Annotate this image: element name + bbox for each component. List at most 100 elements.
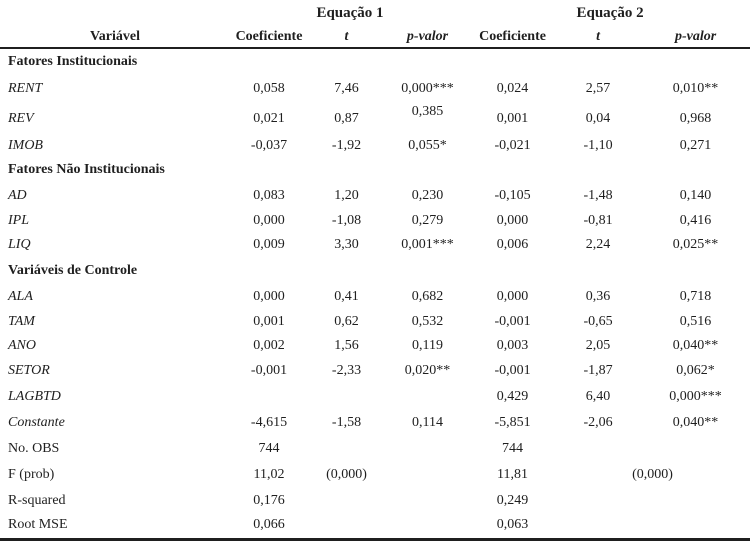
value-cell: 0,000*** xyxy=(401,81,454,96)
row-label: Constante xyxy=(8,415,65,430)
data-row: RENT 0,058 7,46 0,000*** 0,024 2,57 0,010** xyxy=(0,75,750,103)
value-cell: 0,010** xyxy=(672,81,719,96)
value-cell xyxy=(308,488,385,513)
row-label: TAM xyxy=(8,314,35,329)
value-cell: (0,000) xyxy=(326,467,367,482)
value-cell: -1,87 xyxy=(583,362,613,378)
value-cell: 0,385 xyxy=(411,104,444,119)
value-cell: 0,682 xyxy=(411,289,444,304)
equation-2-header: Equação 2 xyxy=(576,4,644,21)
value-cell: 0,279 xyxy=(411,213,444,228)
value-cell: 0,062* xyxy=(676,362,715,378)
row-label: Root MSE xyxy=(8,517,68,533)
value-cell: 1,20 xyxy=(334,188,359,203)
value-cell xyxy=(308,436,385,462)
value-cell: 2,57 xyxy=(585,81,611,96)
value-cell: 0,532 xyxy=(411,314,444,329)
value-cell: 0,114 xyxy=(412,415,443,430)
value-cell: 0,040** xyxy=(672,338,719,353)
value-cell: -0,001 xyxy=(494,362,531,378)
data-row: LAGBTD 0,429 6,40 0,000*** xyxy=(0,383,750,410)
value-cell xyxy=(555,488,641,513)
row-label: Fatores Não Institucionais xyxy=(8,161,165,177)
value-cell: 0,021 xyxy=(253,111,285,126)
value-cell: 0,176 xyxy=(253,492,285,508)
value-cell: 7,46 xyxy=(334,81,359,96)
row-label: F (prob) xyxy=(8,467,55,482)
value-cell: 0,36 xyxy=(585,289,611,304)
equation-1-header: Equação 1 xyxy=(316,4,384,21)
value-cell: -1,58 xyxy=(331,415,362,430)
value-cell: -0,001 xyxy=(250,362,288,378)
value-cell: -2,33 xyxy=(331,362,362,378)
value-cell: 0,968 xyxy=(679,111,712,126)
summary-row: Root MSE 0,066 0,063 xyxy=(0,513,750,539)
row-label: SETOR xyxy=(8,362,50,378)
value-cell: 0,62 xyxy=(334,314,359,329)
value-cell: -1,08 xyxy=(331,213,362,228)
value-cell: 0,41 xyxy=(334,289,359,304)
value-cell: -1,92 xyxy=(331,137,362,153)
value-cell: 0,002 xyxy=(253,338,285,353)
value-cell: 744 xyxy=(502,441,524,456)
value-cell: 0,416 xyxy=(679,213,712,228)
value-cell: 0,000 xyxy=(253,289,285,304)
data-row: SETOR -0,001 -2,33 0,020** -0,001 -1,87 0,062* xyxy=(0,358,750,383)
column-header-coefficient-eq2: Coeficiente xyxy=(470,26,556,49)
data-row: ANO 0,002 1,56 0,119 0,003 2,05 0,040** xyxy=(0,334,750,358)
data-row: IPL 0,000 -1,08 0,279 0,000 -0,81 0,416 xyxy=(0,209,750,233)
value-cell: 0,249 xyxy=(496,492,529,508)
column-header-variable: Variável xyxy=(0,26,230,49)
row-label: RENT xyxy=(8,81,43,96)
data-row: AD 0,083 1,20 0,230 -0,105 -1,48 0,140 xyxy=(0,183,750,209)
value-cell: 0,003 xyxy=(496,338,529,353)
data-row: LIQ 0,009 3,30 0,001*** 0,006 2,24 0,025** xyxy=(0,233,750,257)
value-cell xyxy=(308,513,385,539)
value-cell: 0,025** xyxy=(672,237,719,252)
value-cell xyxy=(308,383,385,410)
value-cell: 0,020** xyxy=(404,362,451,378)
section-row: Variáveis de Controle xyxy=(0,257,750,284)
value-cell: 2,24 xyxy=(585,237,611,252)
value-cell: 0,119 xyxy=(412,338,443,353)
value-cell: 2,05 xyxy=(585,338,611,353)
value-cell: -0,65 xyxy=(583,314,613,329)
row-label: AD xyxy=(8,188,27,203)
row-label: ANO xyxy=(8,338,36,353)
value-cell: 0,140 xyxy=(679,188,712,203)
row-label: Fatores Institucionais xyxy=(8,54,138,69)
corner-cell xyxy=(0,0,230,26)
value-cell: 0,006 xyxy=(496,237,529,252)
value-cell: 0,040** xyxy=(672,415,719,430)
row-label: LIQ xyxy=(8,237,31,252)
value-cell: 1,56 xyxy=(334,338,359,353)
data-row: TAM 0,001 0,62 0,532 -0,001 -0,65 0,516 xyxy=(0,310,750,334)
summary-row: No. OBS 744 744 xyxy=(0,436,750,462)
value-cell xyxy=(385,513,470,539)
row-label: R-squared xyxy=(8,492,66,508)
value-cell: 0,516 xyxy=(679,314,712,329)
column-header-row: Variável Coeficiente t p-valor Coeficien… xyxy=(0,26,750,49)
section-row: Fatores Institucionais xyxy=(0,48,750,75)
value-cell: 0,001 xyxy=(253,314,285,329)
value-cell xyxy=(385,462,470,488)
value-cell: 0,04 xyxy=(585,111,611,126)
row-label: No. OBS xyxy=(8,441,60,456)
row-label: LAGBTD xyxy=(8,388,61,404)
value-cell: 11,02 xyxy=(253,467,285,482)
section-row: Fatores Não Institucionais xyxy=(0,156,750,183)
value-cell: 0,429 xyxy=(496,388,529,404)
value-cell xyxy=(385,383,470,410)
value-cell: -0,81 xyxy=(583,213,613,228)
data-row: REV 0,021 0,87 0,385 0,001 0,04 0,968 xyxy=(0,103,750,135)
summary-row: R-squared 0,176 0,249 xyxy=(0,488,750,513)
value-cell: 0,000*** xyxy=(669,388,722,404)
value-cell xyxy=(385,436,470,462)
value-cell: 0,024 xyxy=(496,81,529,96)
column-header-coefficient-eq1: Coeficiente xyxy=(230,26,308,49)
value-cell: -0,001 xyxy=(494,314,531,329)
value-cell: -0,021 xyxy=(494,137,531,153)
data-row: IMOB -0,037 -1,92 0,055* -0,021 -1,10 0,271 xyxy=(0,135,750,156)
value-cell: 0,063 xyxy=(496,517,529,533)
value-cell: 0,066 xyxy=(253,517,285,533)
